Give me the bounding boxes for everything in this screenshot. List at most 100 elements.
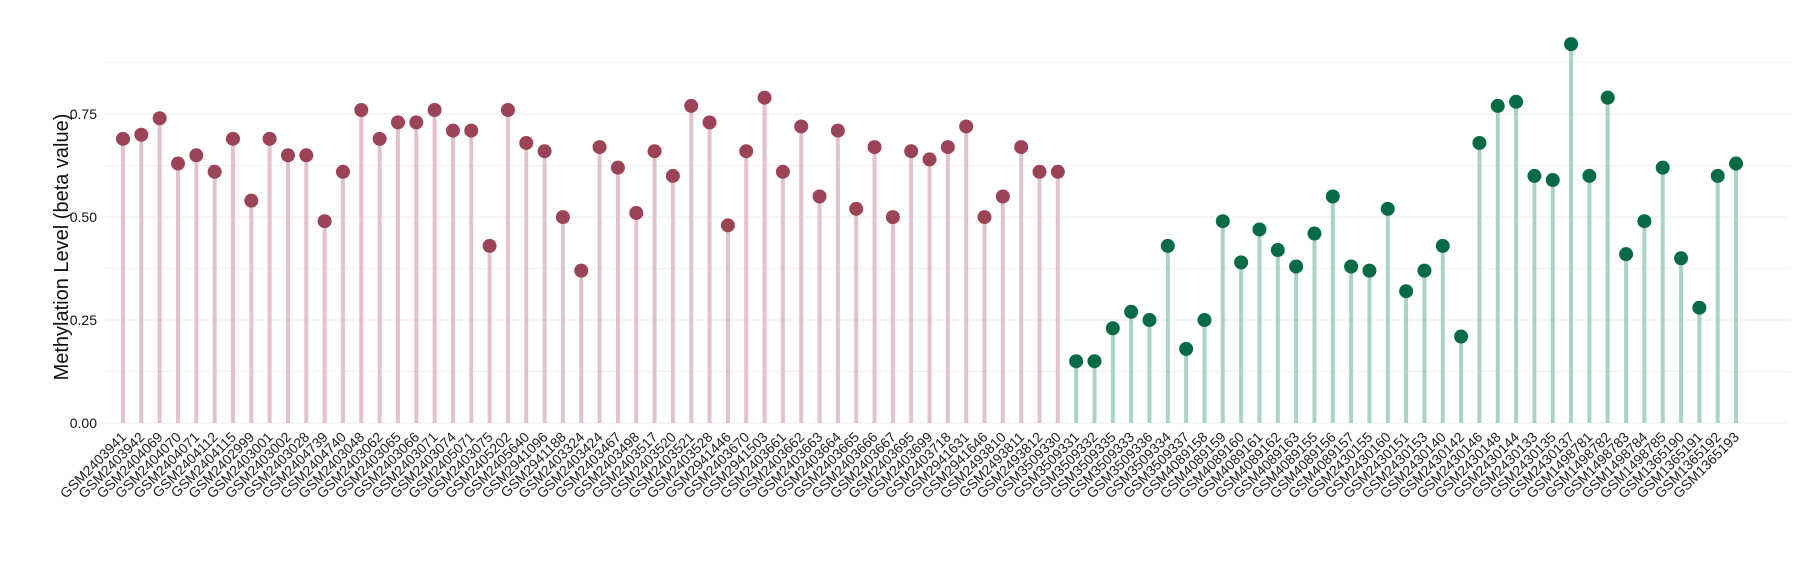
data-point — [1270, 243, 1285, 258]
data-point — [1069, 354, 1084, 369]
data-point — [170, 156, 185, 171]
data-point — [1619, 247, 1634, 262]
data-point — [739, 144, 754, 159]
y-tick-label: 0.00 — [70, 415, 97, 431]
y-tick-label: 0.75 — [70, 106, 97, 122]
data-point — [1674, 251, 1689, 266]
y-tick-label: 0.25 — [70, 312, 97, 328]
data-point — [647, 144, 662, 159]
data-point — [1545, 173, 1560, 188]
data-point — [1399, 284, 1414, 299]
data-point — [1197, 313, 1212, 328]
data-point — [354, 103, 369, 118]
data-point — [940, 140, 955, 155]
data-point — [574, 263, 589, 278]
data-point — [1527, 168, 1542, 183]
data-point — [1600, 90, 1615, 105]
data-point — [390, 115, 405, 130]
data-point — [629, 205, 644, 220]
data-point — [702, 115, 717, 130]
data-point — [244, 193, 259, 208]
data-point — [1179, 341, 1194, 356]
data-point — [922, 152, 937, 167]
data-point — [1032, 164, 1047, 179]
data-point — [1417, 263, 1432, 278]
data-point — [977, 210, 992, 225]
data-point — [867, 140, 882, 155]
data-point — [225, 131, 240, 146]
x-tick-layer: GSM2403941GSM2403942GSM2404069GSM2404070… — [57, 429, 1743, 502]
data-point — [1582, 168, 1597, 183]
data-point — [1124, 304, 1139, 319]
data-point — [299, 148, 314, 163]
data-point — [1362, 263, 1377, 278]
y-axis-title: Methylation Level (beta value) — [51, 114, 73, 381]
data-point — [537, 144, 552, 159]
data-point — [775, 164, 790, 179]
data-point — [830, 123, 845, 138]
data-point — [152, 111, 167, 126]
data-point — [116, 131, 130, 146]
data-point — [1325, 189, 1340, 204]
data-point — [519, 135, 534, 150]
data-point — [849, 201, 864, 216]
data-point — [335, 164, 350, 179]
data-point — [904, 144, 919, 159]
data-point — [959, 119, 974, 134]
data-point — [1014, 140, 1029, 155]
data-point — [885, 210, 900, 225]
data-point — [482, 238, 497, 253]
data-point — [1380, 201, 1395, 216]
data-point — [1490, 98, 1505, 113]
data-point — [995, 189, 1010, 204]
data-point — [427, 103, 442, 118]
data-point — [1087, 354, 1102, 369]
data-point — [555, 210, 570, 225]
data-point — [500, 103, 515, 118]
point-layer — [116, 37, 1744, 369]
data-point — [1215, 214, 1230, 229]
data-point — [610, 160, 625, 175]
data-point — [1160, 238, 1175, 253]
data-point — [1655, 160, 1670, 175]
data-point — [1105, 321, 1120, 336]
data-point — [794, 119, 809, 134]
data-point — [134, 127, 149, 142]
data-point — [592, 140, 607, 155]
data-point — [409, 115, 424, 130]
y-tick-layer: 0.00 0.25 0.50 0.75 — [70, 106, 97, 431]
data-point — [1307, 226, 1322, 241]
data-point — [207, 164, 222, 179]
data-point — [812, 189, 827, 204]
data-point — [1637, 214, 1652, 229]
data-point — [1289, 259, 1304, 274]
data-point — [372, 131, 387, 146]
data-point — [262, 131, 277, 146]
data-point — [1472, 135, 1487, 150]
data-point — [1050, 164, 1065, 179]
data-point — [684, 98, 699, 113]
data-point — [1344, 259, 1359, 274]
data-point — [1142, 313, 1157, 328]
data-point — [1252, 222, 1267, 237]
data-point — [1692, 300, 1707, 315]
y-tick-label: 0.50 — [70, 209, 97, 225]
data-point — [1564, 37, 1579, 52]
data-point — [720, 218, 735, 233]
data-point — [280, 148, 295, 163]
data-point — [665, 168, 680, 183]
data-point — [445, 123, 460, 138]
data-point — [1454, 329, 1469, 344]
stem-layer — [121, 44, 1739, 423]
data-point — [1435, 238, 1450, 253]
data-point — [1509, 94, 1524, 109]
data-point — [189, 148, 204, 163]
data-point — [1710, 168, 1725, 183]
data-point — [1729, 156, 1744, 171]
data-point — [464, 123, 479, 138]
data-point — [757, 90, 772, 105]
data-point — [1234, 255, 1249, 270]
data-point — [317, 214, 332, 229]
